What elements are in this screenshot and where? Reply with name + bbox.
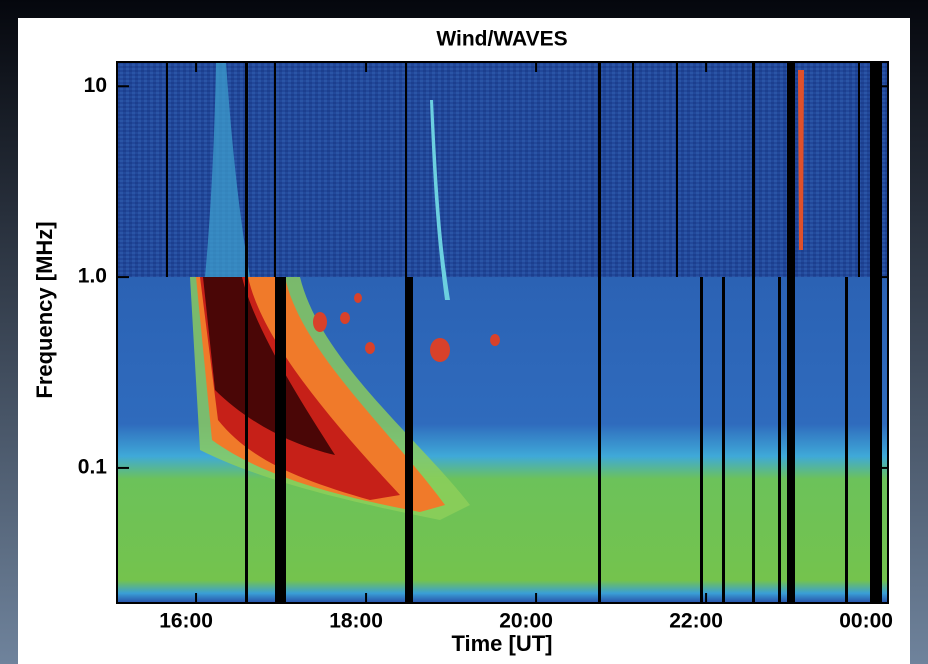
y-tick-label: 10	[84, 74, 107, 97]
data-gaps	[166, 62, 882, 603]
x-tick-label: 00:00	[839, 610, 893, 633]
x-tick-label: 20:00	[499, 610, 553, 633]
spectrogram	[117, 62, 888, 603]
burst-core	[203, 277, 335, 455]
x-tick-label: 22:00	[669, 610, 723, 633]
y-tick-label: 0.1	[78, 455, 108, 478]
burst-late	[798, 70, 804, 250]
plot-frame	[116, 61, 889, 604]
burst-top	[205, 62, 250, 277]
chart-title: Wind/WAVES	[436, 28, 567, 51]
x-axis-label: Time [UT]	[451, 631, 552, 656]
y-axis-label: Frequency [MHz]	[32, 221, 57, 398]
x-tick-label: 16:00	[159, 610, 213, 633]
burst-trace	[430, 100, 450, 300]
x-tick-label: 18:00	[329, 610, 383, 633]
y-tick-label: 1.0	[78, 265, 107, 288]
blobs	[313, 293, 500, 362]
